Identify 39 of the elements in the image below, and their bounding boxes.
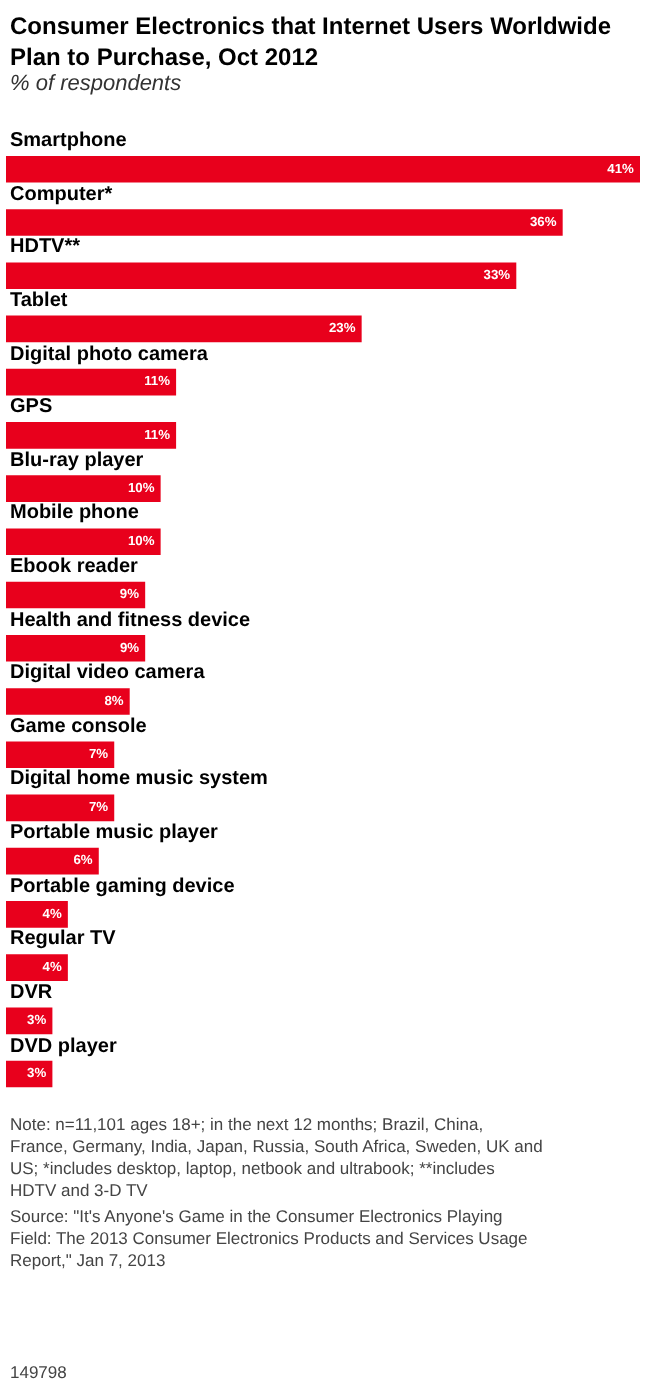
y-tick-label: Ebook reader <box>10 556 139 578</box>
y-tick-label: Portable gaming device <box>10 876 236 898</box>
y-tick-label: Digital video camera <box>10 662 206 684</box>
chart-title: Consumer Electronics that Internet Users Worldwide Plan to Purchase, Oct 2012 <box>10 12 612 72</box>
bar <box>6 954 68 981</box>
source-note: Source: "It's Anyone's Game in the Consumer Electronics Playing Field: The 2013 Consumer Electronics Products and Services Usage Report," Jan 7, 2013 <box>10 1206 529 1271</box>
y-tick-label: GPS <box>10 396 53 418</box>
y-tick-label: Blu-ray player <box>10 450 144 472</box>
bar <box>6 901 68 928</box>
bar <box>6 262 517 289</box>
y-tick-label: Smartphone <box>10 130 128 152</box>
bar <box>6 368 177 396</box>
bar <box>6 741 115 769</box>
bar <box>6 581 146 609</box>
y-tick-label: Mobile phone <box>10 502 140 524</box>
y-tick-label: Portable music player <box>10 822 219 844</box>
chart-subtitle: % of respondents <box>10 72 183 96</box>
text: 149798 <box>10 1362 68 1382</box>
bar <box>6 155 640 183</box>
bar <box>6 315 362 343</box>
y-tick-label: Game console <box>10 716 148 738</box>
bar <box>6 209 563 236</box>
bar <box>6 475 161 502</box>
y-tick-label: HDTV** <box>10 236 81 258</box>
text: Note: n=11,101 ages 18+; in the next 12 months; Brazil, China, France, Germany, India, Japan, Russia, South Africa, Sweden, UK and US; *includes desktop, laptop, netbook and ultrabook; **includes HDTV and 3-D TV <box>10 1114 544 1201</box>
bar <box>6 688 130 715</box>
bar <box>6 422 177 449</box>
bar <box>6 528 161 556</box>
y-tick-label: Digital home music system <box>10 768 269 790</box>
y-tick-label: Health and fitness device <box>10 610 251 632</box>
y-tick-label: Regular TV <box>10 928 117 950</box>
y-tick-label: DVR <box>10 982 54 1004</box>
bar <box>6 794 115 822</box>
y-tick-label: Computer* <box>10 184 113 206</box>
y-tick-label: DVD player <box>10 1036 117 1058</box>
bar <box>6 847 99 875</box>
bar <box>6 634 146 662</box>
y-tick-label: Tablet <box>10 290 69 312</box>
y-tick-label: Digital photo camera <box>10 344 209 366</box>
